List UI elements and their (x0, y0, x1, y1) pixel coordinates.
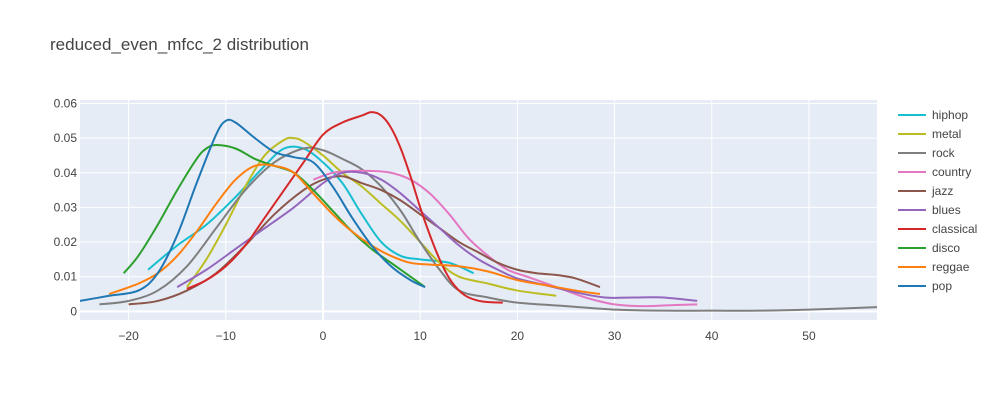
series-line-hiphop (147, 145, 475, 275)
legend-item-country[interactable]: country (898, 165, 971, 179)
x-tick-label: 0 (320, 329, 327, 343)
series-layer (80, 111, 877, 312)
legend-label: hiphop (932, 108, 968, 122)
y-tick-label: 0.04 (54, 166, 78, 180)
legend-item-hiphop[interactable]: hiphop (898, 108, 968, 122)
y-tick-label: 0.05 (54, 131, 78, 145)
y-tick-label: 0.06 (54, 96, 78, 110)
legend-label: classical (932, 222, 977, 236)
legend-item-metal[interactable]: metal (898, 127, 961, 141)
legend-label: rock (932, 146, 956, 160)
y-tick-label: 0.03 (54, 200, 78, 214)
series-line-rock (99, 146, 877, 312)
series-line-disco (122, 144, 426, 288)
x-tick-label: −10 (216, 329, 237, 343)
legend-item-pop[interactable]: pop (898, 279, 952, 293)
legend-item-rock[interactable]: rock (898, 146, 956, 160)
legend-label: reggae (932, 260, 970, 274)
series-line-pop (80, 118, 426, 302)
x-tick-label: 20 (511, 329, 525, 343)
series-line-classical (186, 111, 503, 304)
legend-item-disco[interactable]: disco (898, 241, 960, 255)
legend-item-blues[interactable]: blues (898, 203, 961, 217)
legend-label: metal (932, 127, 961, 141)
legend-label: jazz (931, 184, 953, 198)
legend: hiphop metal rock country jazz blues classical… (898, 108, 977, 293)
y-tick-label: 0.01 (54, 270, 78, 284)
legend-label: disco (932, 241, 960, 255)
y-tick-label: 0.02 (54, 235, 78, 249)
legend-item-jazz[interactable]: jazz (898, 184, 953, 198)
legend-label: country (932, 165, 971, 179)
series-line-country (312, 169, 698, 308)
axis-layer: −20 −10 0 10 20 30 40 50 0 0.01 0.02 0.03 0.04 0.05 0.… (54, 96, 816, 343)
x-tick-label: −20 (118, 329, 139, 343)
y-tick-label: 0 (70, 304, 77, 318)
plot-area (80, 100, 877, 320)
legend-item-reggae[interactable]: reggae (898, 260, 970, 274)
x-tick-label: 30 (608, 329, 622, 343)
series-line-jazz (128, 175, 601, 306)
x-tick-label: 40 (705, 329, 719, 343)
legend-label: pop (932, 279, 952, 293)
legend-item-classical[interactable]: classical (898, 222, 977, 236)
series-line-blues (176, 170, 698, 302)
legend-label: blues (932, 203, 961, 217)
series-line-reggae (108, 163, 601, 296)
x-tick-label: 50 (802, 329, 816, 343)
x-tick-label: 10 (414, 329, 428, 343)
chart-title: reduced_even_mfcc_2 distribution (50, 35, 309, 54)
